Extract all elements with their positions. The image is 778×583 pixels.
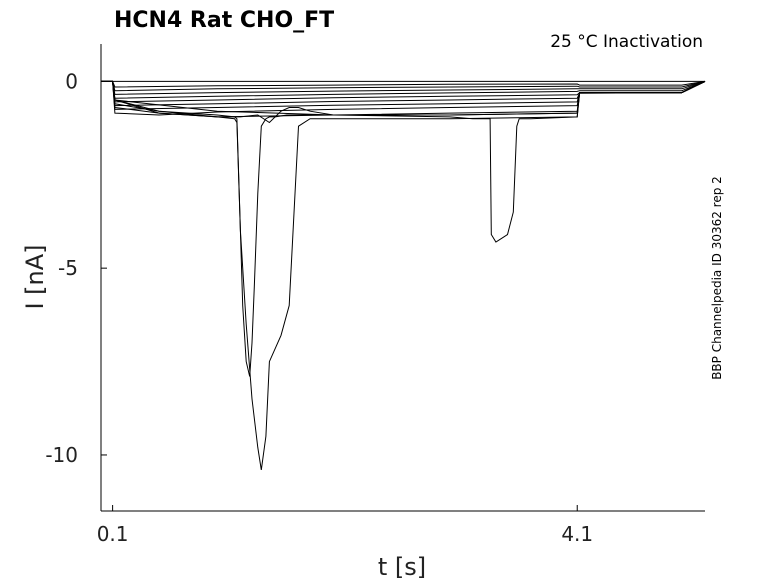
- current-traces: [101, 80, 706, 470]
- y-tick-label: 0: [65, 69, 78, 93]
- y-axis-label: I [nA]: [21, 244, 49, 309]
- current-trace-14: [101, 80, 706, 243]
- condition-annotation: 25 °C Inactivation: [550, 32, 703, 52]
- x-ticks: 0.1 4.1: [97, 505, 593, 546]
- y-tick-label: -10: [45, 443, 78, 467]
- current-trace-2: [101, 80, 706, 88]
- y-tick-label: -5: [58, 256, 78, 280]
- current-trace-13: [101, 80, 706, 377]
- x-tick-label: 4.1: [561, 522, 593, 546]
- chart-title: HCN4 Rat CHO_FT: [114, 8, 334, 33]
- channelpedia-id-label: BBP Channelpedia ID 30362 rep 2: [710, 176, 724, 380]
- x-tick-label: 0.1: [97, 522, 129, 546]
- current-trace-5: [101, 80, 706, 99]
- y-ticks: 0 -5 -10: [45, 69, 107, 467]
- current-trace-12: [101, 80, 706, 470]
- x-axis-label: t [s]: [378, 553, 426, 581]
